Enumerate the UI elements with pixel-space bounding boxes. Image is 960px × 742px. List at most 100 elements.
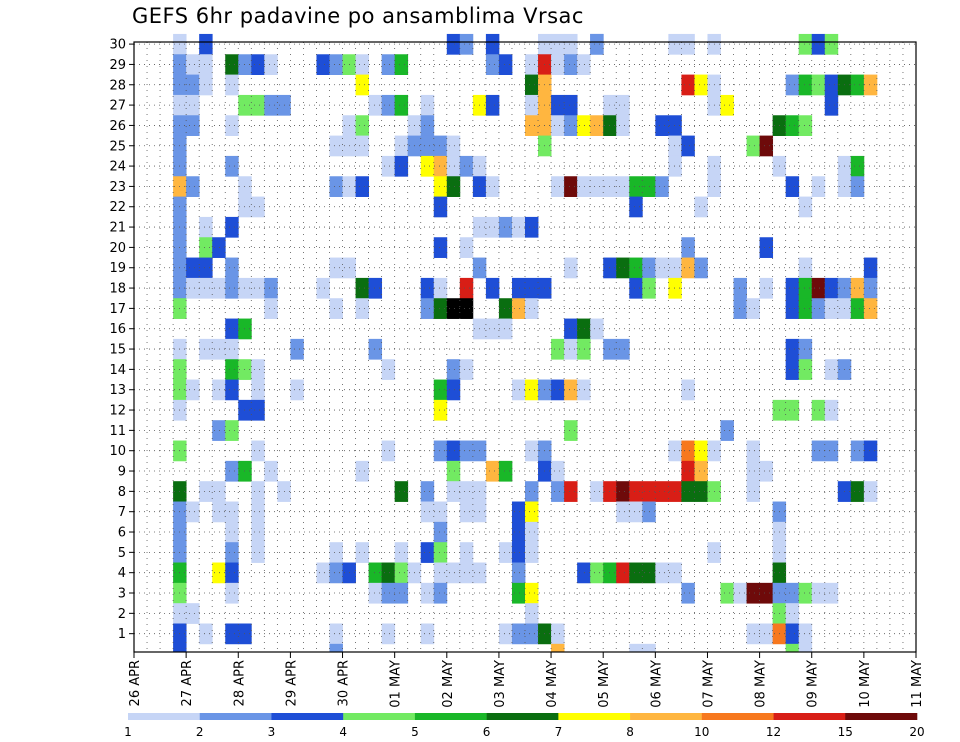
data-cell — [551, 643, 565, 653]
data-cell — [824, 440, 839, 462]
data-cell — [511, 623, 526, 645]
x-tick-label: 28 APR — [232, 660, 247, 706]
legend-swatch — [271, 713, 344, 720]
data-cell — [694, 257, 708, 279]
data-cell — [590, 562, 604, 584]
data-cell — [394, 54, 409, 75]
data-cell — [368, 338, 383, 360]
data-cell — [798, 338, 813, 360]
data-cell — [759, 237, 774, 258]
data-cell — [225, 542, 239, 563]
data-cell — [785, 277, 800, 299]
x-tick-label: 10 MAY — [858, 660, 873, 708]
data-cell — [511, 379, 526, 401]
data-cell — [577, 379, 591, 401]
data-cell — [590, 115, 604, 136]
data-cell — [785, 338, 800, 360]
data-cell — [746, 582, 760, 604]
data-cell — [564, 54, 578, 75]
x-tick-label: 02 MAY — [441, 660, 456, 708]
data-cell — [798, 643, 813, 653]
data-cell — [446, 481, 461, 502]
data-cell — [746, 460, 760, 482]
data-cell — [225, 318, 239, 340]
chart-title: GEFS 6hr padavine po ansamblima Vrsac — [132, 4, 584, 28]
data-cell — [329, 176, 343, 197]
data-cell — [420, 155, 435, 177]
data-cell — [420, 298, 435, 319]
data-cell — [577, 115, 591, 136]
data-cell — [290, 338, 304, 360]
data-cell — [264, 460, 278, 482]
y-tick-label: 15 — [109, 343, 126, 358]
data-cell — [551, 94, 565, 116]
data-cell — [381, 582, 396, 604]
data-cell — [694, 460, 708, 482]
legend-label: 15 — [838, 725, 853, 739]
plot-frame — [133, 41, 917, 653]
data-cell — [459, 562, 474, 584]
x-tick-label: 05 MAY — [597, 660, 612, 708]
data-cell — [629, 176, 643, 197]
data-cell — [681, 74, 695, 96]
data-cell — [577, 562, 591, 584]
data-cell — [720, 420, 734, 441]
data-cell — [824, 298, 839, 319]
data-cell — [498, 460, 513, 482]
legend-swatch — [414, 713, 487, 720]
data-cell — [446, 33, 461, 55]
data-cell — [824, 359, 839, 380]
data-cell — [394, 155, 409, 177]
data-cell — [251, 399, 265, 421]
data-cell — [459, 481, 474, 502]
data-cell — [525, 542, 539, 563]
data-cell — [485, 176, 500, 197]
data-cell — [212, 501, 226, 523]
data-cell — [381, 562, 396, 584]
color-legend: 1 2 3 4 5 6 7 8 10 12 15 20 — [124, 713, 925, 739]
data-cell — [186, 379, 200, 401]
x-tick-label: 06 MAY — [649, 660, 664, 708]
data-cell — [225, 379, 239, 401]
data-cell — [394, 542, 409, 563]
data-cell — [616, 338, 630, 360]
data-cell — [199, 257, 213, 279]
data-cell — [199, 481, 213, 502]
data-cell — [616, 257, 630, 279]
data-cell — [525, 501, 539, 523]
data-cell — [225, 562, 239, 584]
data-cell — [746, 623, 760, 645]
data-cell — [525, 94, 539, 116]
data-cell — [616, 501, 630, 523]
data-cell — [785, 643, 800, 653]
data-cell — [199, 277, 213, 299]
data-cell — [551, 623, 565, 645]
y-tick-label: 1 — [118, 627, 126, 642]
data-cell — [511, 582, 526, 604]
data-cell — [394, 582, 409, 604]
data-cell — [459, 359, 474, 380]
data-cell — [446, 298, 461, 319]
data-cell — [511, 542, 526, 563]
data-cell — [616, 562, 630, 584]
legend-label: 10 — [694, 725, 709, 739]
data-cell — [186, 603, 200, 624]
data-cell — [433, 176, 448, 197]
legend-label: 6 — [483, 725, 491, 739]
data-cell — [616, 481, 630, 502]
data-cell — [186, 501, 200, 523]
data-cell — [511, 562, 526, 584]
data-cell — [655, 257, 669, 279]
data-cell — [433, 196, 448, 218]
data-cell — [551, 115, 565, 136]
data-cell — [785, 582, 800, 604]
data-cell — [642, 643, 656, 653]
data-cell — [798, 74, 813, 96]
data-cell — [681, 237, 695, 258]
data-cell — [485, 33, 500, 55]
legend-label: 20 — [909, 725, 924, 739]
data-cell — [316, 562, 330, 584]
data-cell — [785, 74, 800, 96]
data-cell — [577, 54, 591, 75]
data-cell — [433, 562, 448, 584]
